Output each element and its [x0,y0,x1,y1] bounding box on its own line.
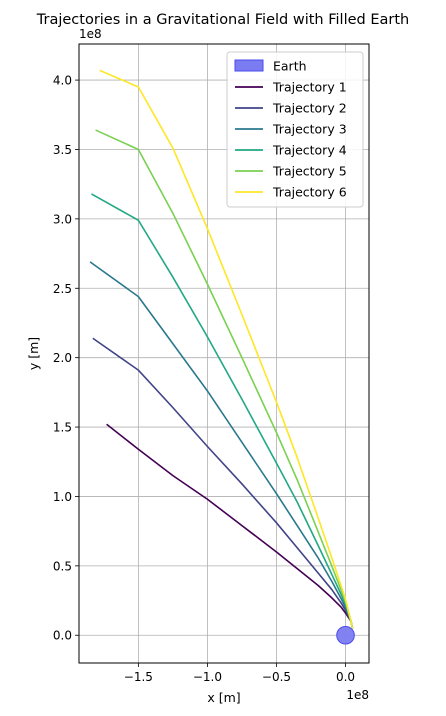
y-tick-label: 4.0 [53,74,72,88]
chart-title: Trajectories in a Gravitational Field wi… [36,12,409,28]
y-tick-label: 0.5 [53,559,72,573]
legend-trajectory-5-label: Trajectory 5 [272,164,347,179]
y-tick-label: 3.5 [53,143,72,157]
legend-trajectory-2-label: Trajectory 2 [272,101,347,116]
legend-earth-swatch [234,59,264,72]
trajectory-6-line [99,69,354,629]
x-tick-label: −1.5 [124,670,153,684]
legend-trajectory-6-label: Trajectory 6 [272,185,347,200]
legend-trajectory-3-label: Trajectory 3 [272,122,347,137]
y-tick-label: 0.0 [53,629,72,643]
y-tick-label: 1.5 [53,421,72,435]
earth-layer [336,625,355,645]
legend-trajectory-4-label: Trajectory 4 [272,143,347,158]
legend: Earth Trajectory 1 Trajectory 2 Trajectory … [226,51,364,208]
x-tick-label: −0.5 [262,670,291,684]
y-axis-label: y [m] [26,337,41,370]
trajectory-2-line [92,337,354,629]
x-axis-multiplier: 1e8 [346,688,369,702]
x-tick-label: −1.0 [193,670,222,684]
trajectory-3-line [89,261,354,629]
axes-frame [78,43,370,664]
x-axis-label: x [m] [207,690,240,705]
y-axis-multiplier: 1e8 [79,27,102,41]
legend-box [226,51,364,208]
y-tick-label: 2.5 [53,282,72,296]
earth-circle [336,625,355,645]
trajectory-4-line [91,193,354,629]
legend-trajectory-1-label: Trajectory 1 [272,80,347,95]
ticks-layer: −1.5 −1.0 −0.5 0.0 0.0 0.5 1.0 1.5 2.0 2.5 3.0 3.5 4… [53,74,355,684]
y-tick-label: 1.0 [53,490,72,504]
y-tick-label: 2.0 [53,351,72,365]
y-tick-label: 3.0 [53,212,72,226]
legend-earth-label: Earth [273,59,307,74]
series-layer [89,69,354,629]
x-tick-label: 0.0 [336,670,355,684]
